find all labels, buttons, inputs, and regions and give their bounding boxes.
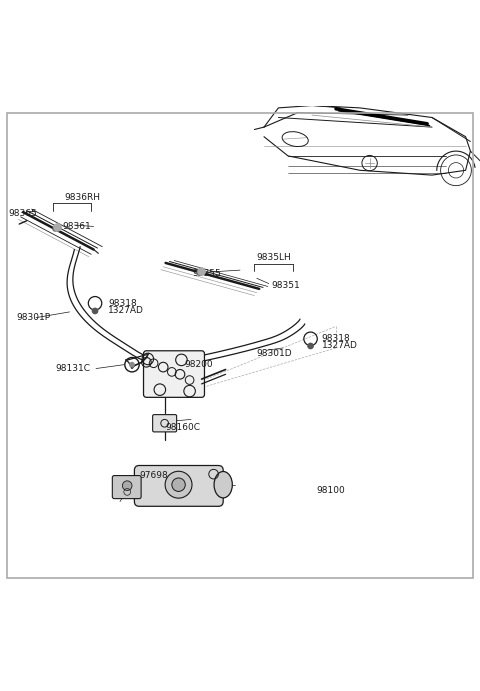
Text: 98100: 98100 <box>317 486 346 495</box>
Text: 98355: 98355 <box>192 269 221 278</box>
Text: 9836RH: 9836RH <box>65 193 101 202</box>
FancyBboxPatch shape <box>134 466 223 507</box>
FancyBboxPatch shape <box>153 415 177 432</box>
Circle shape <box>52 226 58 231</box>
Text: 98318: 98318 <box>108 299 137 307</box>
Text: 98365: 98365 <box>9 209 37 218</box>
Text: 98131C: 98131C <box>55 364 90 373</box>
FancyBboxPatch shape <box>112 475 141 499</box>
Text: 98318: 98318 <box>322 334 350 343</box>
Circle shape <box>122 481 132 491</box>
Text: 98361: 98361 <box>62 223 91 231</box>
Text: 97698: 97698 <box>139 471 168 480</box>
Text: 1327AD: 1327AD <box>322 341 358 350</box>
Circle shape <box>307 343 314 350</box>
Circle shape <box>172 478 185 491</box>
Ellipse shape <box>214 471 232 498</box>
Text: 98301D: 98301D <box>257 349 292 358</box>
Text: 98301P: 98301P <box>17 313 51 322</box>
Text: 98351: 98351 <box>271 281 300 290</box>
Circle shape <box>53 223 62 231</box>
Circle shape <box>197 267 206 276</box>
Text: 9835LH: 9835LH <box>257 253 291 262</box>
Text: 98160C: 98160C <box>166 423 201 432</box>
FancyBboxPatch shape <box>144 351 204 397</box>
Circle shape <box>196 270 202 276</box>
Circle shape <box>92 307 98 314</box>
Text: 1327AD: 1327AD <box>108 306 144 315</box>
Text: 98200: 98200 <box>185 360 214 369</box>
Circle shape <box>165 471 192 498</box>
Circle shape <box>129 362 135 368</box>
